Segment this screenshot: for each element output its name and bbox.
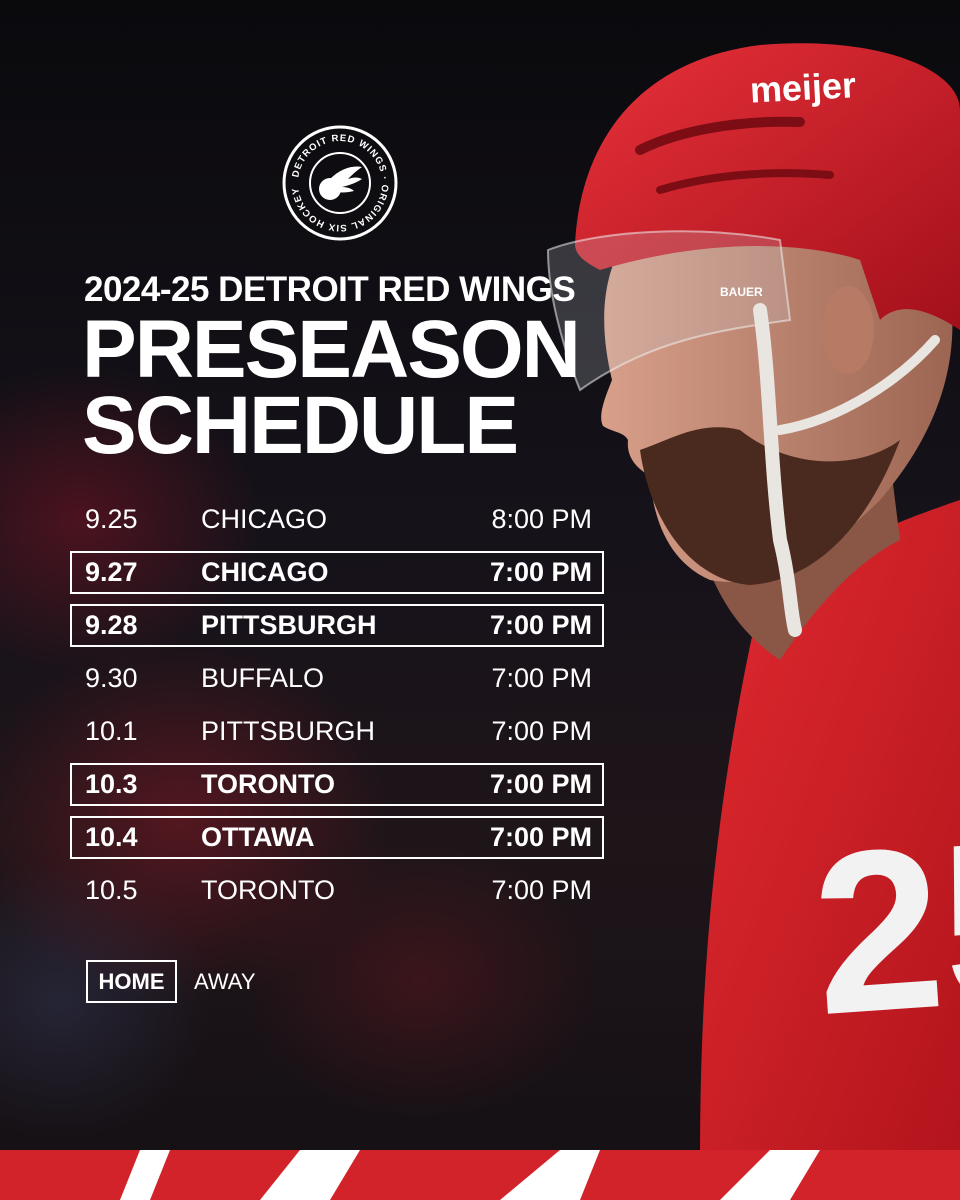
- game-opponent: CHICAGO: [201, 504, 328, 534]
- schedule-row-away: 10.1 PITTSBURGH 7:00 PM: [70, 710, 604, 753]
- subtitle: 2024-25 DETROIT RED WINGS: [84, 270, 576, 309]
- game-date: 10.5: [85, 875, 138, 905]
- visor: [546, 230, 792, 392]
- schedule-row-away: 10.5 TORONTO 7:00 PM: [70, 869, 604, 912]
- game-time: 7:00 PM: [491, 875, 592, 905]
- game-time: 7:00 PM: [489, 610, 592, 640]
- game-date: 9.30: [85, 663, 138, 693]
- game-date: 9.28: [85, 610, 138, 640]
- game-date: 10.1: [85, 716, 138, 746]
- schedule-row-home: 10.4 OTTAWA 7:00 PM: [70, 816, 604, 859]
- schedule-list: 9.25 CHICAGO 8:00 PM 9.27 CHICAGO 7:00 PM 9.28…: [70, 498, 604, 922]
- title-line-1: PRESEASON: [82, 304, 581, 395]
- title: PRESEASON SCHEDULE: [82, 304, 622, 471]
- helmet-sponsor: meijer: [749, 64, 857, 110]
- game-date: 9.25: [85, 504, 138, 534]
- game-opponent: BUFFALO: [201, 663, 325, 693]
- legend-home: HOME: [86, 960, 177, 1003]
- game-time: 7:00 PM: [491, 716, 592, 746]
- game-opponent: PITTSBURGH: [201, 716, 376, 746]
- game-time: 7:00 PM: [489, 822, 592, 852]
- schedule-row-home: 9.27 CHICAGO 7:00 PM: [70, 551, 604, 594]
- game-date: 10.3: [85, 769, 138, 799]
- title-line-2: SCHEDULE: [82, 380, 519, 471]
- schedule-row-away: 9.30 BUFFALO 7:00 PM: [70, 657, 604, 700]
- helmet-brand: BAUER: [720, 285, 763, 299]
- game-date: 10.4: [85, 822, 138, 852]
- jersey-number: 25: [806, 789, 960, 1063]
- bottom-stripe-band: [0, 1150, 960, 1200]
- game-time: 7:00 PM: [489, 769, 592, 799]
- jersey: [700, 500, 960, 1160]
- legend-away: AWAY: [194, 969, 256, 994]
- schedule-row-home: 10.3 TORONTO 7:00 PM: [70, 763, 604, 806]
- helmet: [575, 43, 960, 330]
- schedule-row-away: 9.25 CHICAGO 8:00 PM: [70, 498, 604, 541]
- game-time: 7:00 PM: [489, 557, 592, 587]
- schedule-row-home: 9.28 PITTSBURGH 7:00 PM: [70, 604, 604, 647]
- game-time: 8:00 PM: [491, 504, 592, 534]
- red-wings-logo: DETROIT RED WINGS · ORIGINAL SIX HOCKEY: [282, 125, 398, 241]
- game-opponent: PITTSBURGH: [201, 610, 377, 640]
- winged-wheel-icon: [319, 166, 362, 200]
- game-opponent: CHICAGO: [201, 557, 329, 587]
- game-opponent: OTTAWA: [201, 822, 315, 852]
- game-time: 7:00 PM: [491, 663, 592, 693]
- game-opponent: TORONTO: [201, 875, 336, 905]
- game-date: 9.27: [85, 557, 138, 587]
- game-opponent: TORONTO: [201, 769, 336, 799]
